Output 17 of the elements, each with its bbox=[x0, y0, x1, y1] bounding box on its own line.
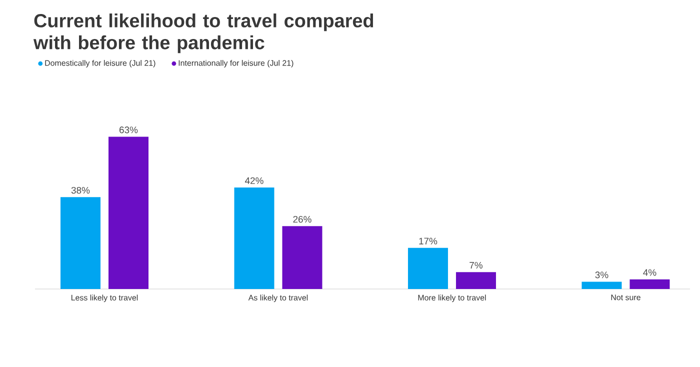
data-label: 26% bbox=[293, 216, 312, 223]
data-label: 63% bbox=[120, 126, 138, 134]
data-label: 38% bbox=[71, 186, 90, 194]
chart-title: Current likelihood to travel compared with before the pandemic bbox=[33, 14, 374, 54]
data-label: 42% bbox=[244, 177, 264, 184]
bar bbox=[456, 272, 496, 289]
bar bbox=[234, 188, 274, 289]
bar bbox=[282, 226, 322, 289]
bar bbox=[582, 282, 622, 289]
data-label: 3% bbox=[595, 272, 608, 278]
data-label: 17% bbox=[419, 238, 438, 244]
bar bbox=[630, 279, 670, 289]
data-label: 7% bbox=[470, 262, 482, 269]
bar bbox=[108, 136, 148, 289]
bar bbox=[408, 248, 448, 289]
data-label: 4% bbox=[643, 269, 656, 276]
bar bbox=[60, 197, 100, 289]
